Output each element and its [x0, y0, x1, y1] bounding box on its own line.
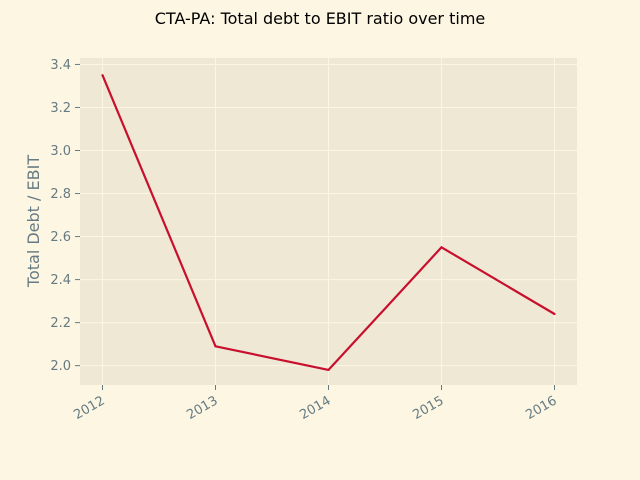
data-point	[214, 345, 217, 348]
y-tick-label: 2.8	[50, 187, 71, 202]
data-point	[327, 368, 330, 372]
data-point	[101, 74, 104, 77]
y-tick-label: 3.4	[50, 58, 71, 73]
y-tick-label: 3.2	[50, 101, 71, 116]
chart-title: CTA-PA: Total debt to EBIT ratio over ti…	[155, 9, 486, 28]
data-point	[553, 312, 556, 316]
y-tick-label: 2.6	[50, 230, 71, 245]
x-tick-label: 2015	[410, 393, 446, 423]
y-tick-label: 2.2	[50, 316, 71, 331]
y-tick-label: 2.0	[50, 359, 71, 374]
grid-layer	[80, 58, 577, 385]
y-tick-label: 2.4	[50, 273, 71, 288]
data-point	[440, 246, 443, 249]
x-tick-label: 2014	[297, 393, 333, 423]
x-tick-label: 2016	[523, 393, 559, 423]
x-tick-label: 2013	[184, 393, 220, 423]
y-axis-label: Total Debt / EBIT	[24, 155, 43, 288]
y-tick-label: 3.0	[50, 144, 71, 159]
x-tick-label: 2012	[71, 393, 107, 423]
series-layer	[101, 74, 556, 372]
